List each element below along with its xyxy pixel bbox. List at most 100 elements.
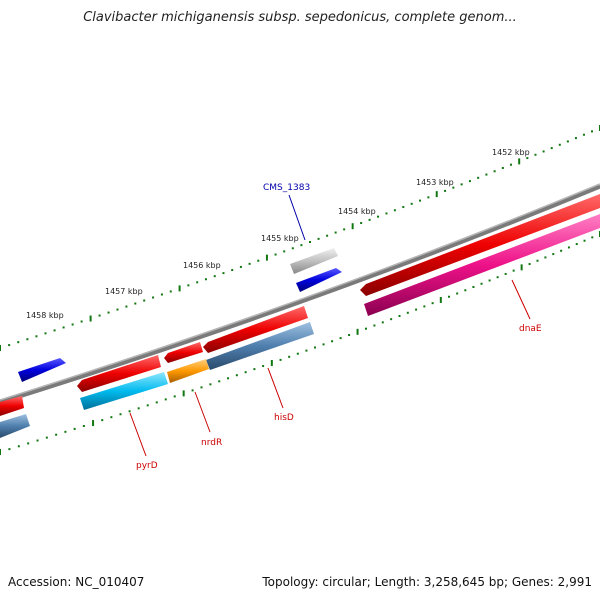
- outer-minor-tick: [187, 284, 190, 287]
- gene-hisd-cds[interactable]: [203, 306, 308, 353]
- inner-minor-tick: [82, 424, 85, 427]
- inner-minor-tick: [398, 314, 401, 317]
- outer-minor-tick: [62, 326, 65, 329]
- gene-left-blue[interactable]: [18, 358, 66, 382]
- inner-minor-tick: [45, 436, 48, 439]
- outer-minor-tick: [80, 320, 83, 323]
- inner-minor-tick: [364, 327, 367, 330]
- outer-minor-tick: [291, 247, 294, 250]
- outer-minor-tick: [204, 278, 207, 281]
- inner-minor-tick: [36, 439, 39, 442]
- inner-minor-tick: [244, 371, 247, 374]
- inner-major-tick: [520, 264, 523, 271]
- inner-minor-tick: [348, 333, 351, 336]
- inner-major-tick: [439, 296, 442, 303]
- gene-labels: CMS_1383 dnaE hisD nrdR pyrD: [136, 183, 542, 471]
- inner-minor-tick: [591, 236, 594, 239]
- inner-minor-tick: [480, 282, 483, 285]
- outer-minor-tick: [326, 234, 329, 237]
- gene-cms1383-blue[interactable]: [296, 268, 342, 292]
- outer-minor-tick: [231, 269, 234, 272]
- outer-minor-tick: [574, 137, 577, 140]
- outer-minor-tick: [248, 262, 251, 265]
- inner-minor-tick: [218, 380, 221, 383]
- inner-minor-tick: [8, 448, 11, 451]
- outer-minor-tick: [98, 314, 101, 317]
- outer-minor-tick: [274, 253, 277, 256]
- outer-minor-tick: [402, 206, 405, 209]
- outer-minor-tick: [452, 186, 455, 189]
- outer-minor-tick: [477, 176, 480, 179]
- inner-minor-tick: [512, 269, 515, 272]
- gene-pyrd-cds[interactable]: [77, 355, 161, 392]
- tick-label-1456: 1456 kbp: [183, 261, 221, 270]
- inner-minor-tick: [339, 337, 342, 340]
- inner-minor-tick: [146, 404, 149, 407]
- outer-minor-tick: [368, 218, 371, 221]
- outer-minor-tick: [143, 299, 146, 302]
- outer-minor-tick: [550, 147, 553, 150]
- outer-minor-tick: [343, 228, 346, 231]
- gene-dnae-gene[interactable]: [364, 214, 600, 316]
- gene-hisd-gene[interactable]: [206, 322, 314, 370]
- inner-minor-tick: [472, 286, 475, 289]
- gene-left-edge-gene[interactable]: [0, 414, 30, 438]
- inner-minor-tick: [55, 433, 58, 436]
- outer-minor-tick: [160, 293, 163, 296]
- gene-label-nrdr[interactable]: nrdR: [201, 438, 222, 448]
- inner-minor-tick: [423, 305, 426, 308]
- accession-label: Accession: NC_010407: [8, 575, 145, 589]
- outer-minor-tick: [300, 244, 303, 247]
- outer-minor-tick: [107, 311, 110, 314]
- gene-cms1383-grey[interactable]: [290, 248, 338, 274]
- outer-minor-tick: [444, 189, 447, 192]
- outer-minor-tick: [460, 183, 463, 186]
- inner-minor-tick: [262, 365, 265, 368]
- outer-minor-tick: [501, 166, 504, 169]
- inner-minor-tick: [305, 349, 308, 352]
- leader-cms1383: [288, 194, 306, 241]
- outer-minor-tick: [334, 231, 337, 234]
- inner-minor-tick: [155, 401, 158, 404]
- outer-minor-tick: [169, 290, 172, 293]
- gene-left-edge-cds[interactable]: [0, 396, 24, 416]
- outer-minor-tick: [510, 163, 513, 166]
- leader-lines: [129, 194, 531, 457]
- gene-dnae-cds[interactable]: [360, 194, 600, 296]
- gene-label-hisd[interactable]: hisD: [274, 413, 294, 423]
- tick-label-1454: 1454 kbp: [338, 207, 376, 216]
- tick-label-1455: 1455 kbp: [261, 234, 299, 243]
- outer-minor-tick: [566, 140, 569, 143]
- tick-labels: 1458 kbp 1457 kbp 1456 kbp 1455 kbp 1454…: [26, 148, 530, 320]
- gene-label-dnae[interactable]: dnaE: [519, 324, 542, 334]
- inner-minor-tick: [73, 427, 76, 430]
- outer-minor-tick: [125, 305, 128, 308]
- inner-minor-tick: [314, 346, 316, 349]
- outer-minor-tick: [493, 170, 496, 173]
- outer-major-tick: [89, 315, 92, 322]
- tick-label-1453: 1453 kbp: [416, 178, 454, 187]
- outer-major-tick: [435, 191, 438, 198]
- inner-minor-tick: [415, 308, 418, 311]
- gene-pyrd-gene[interactable]: [80, 372, 168, 410]
- gene-nrdr-gene[interactable]: [167, 359, 209, 383]
- outer-tick-track: [0, 125, 600, 351]
- outer-minor-tick: [44, 332, 47, 335]
- inner-minor-tick: [504, 272, 507, 275]
- leader-dnae: [511, 279, 531, 320]
- outer-minor-tick: [485, 173, 488, 176]
- leader-pyrd: [129, 412, 147, 457]
- forward-strand-features: [18, 248, 342, 382]
- gene-label-pyrd[interactable]: pyrD: [136, 461, 158, 471]
- outer-minor-tick: [534, 153, 537, 156]
- outer-minor-tick: [317, 237, 320, 240]
- inner-minor-tick: [279, 358, 282, 361]
- map-title: Clavibacter michiganensis subsp. sepedon…: [83, 10, 517, 25]
- gene-label-cms1383[interactable]: CMS_1383: [263, 183, 310, 193]
- genome-backbone: [0, 183, 600, 405]
- inner-minor-tick: [431, 302, 434, 305]
- gene-nrdr-cds[interactable]: [164, 342, 203, 363]
- inner-major-tick: [356, 328, 359, 335]
- inner-minor-tick: [253, 368, 256, 371]
- inner-minor-tick: [64, 430, 67, 433]
